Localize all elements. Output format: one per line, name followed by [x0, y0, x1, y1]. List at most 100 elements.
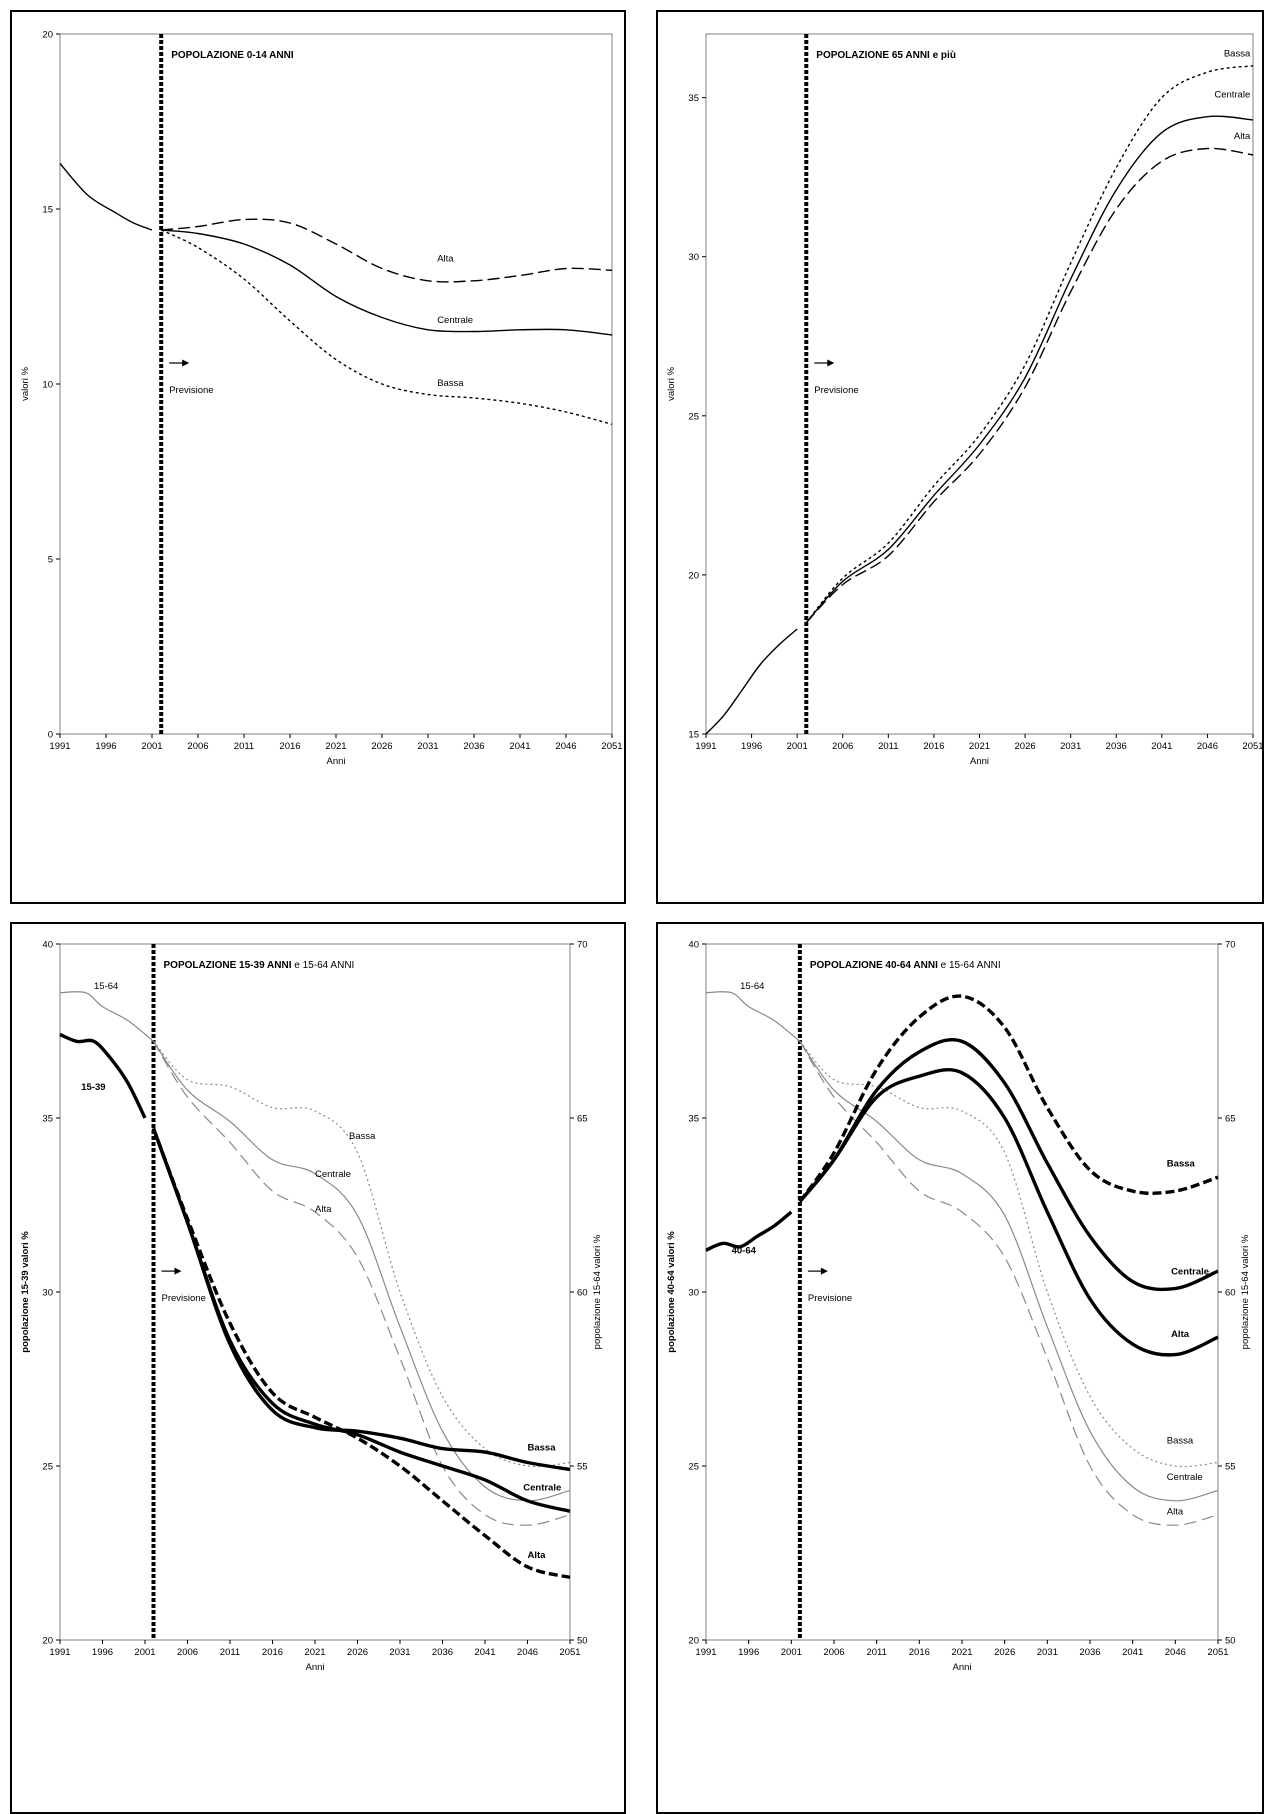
x-tick-label: 1991 — [49, 1647, 70, 1658]
series-label: 40-64 — [732, 1246, 757, 1257]
x-tick-label: 2026 — [347, 1647, 368, 1658]
x-tick-label: 2041 — [1122, 1647, 1143, 1658]
y-tick-label: 35 — [42, 1114, 53, 1125]
x-tick-label: 2031 — [389, 1647, 410, 1658]
x-tick-label: 1996 — [738, 1647, 759, 1658]
x-tick-label: 2046 — [555, 741, 576, 752]
y-tick-label: 30 — [688, 1288, 699, 1299]
x-tick-label: 2021 — [969, 741, 990, 752]
y-right-axis-label: popolazione 15-64 valori % — [592, 1234, 603, 1349]
plot-area — [705, 33, 1254, 735]
chart-title-main: POPOLAZIONE 65 ANNI e più — [816, 50, 956, 61]
y-tick-label: 15 — [42, 205, 53, 216]
y-axis-label: popolazione 15-39 valori % — [20, 1231, 31, 1353]
series-label: Bassa — [1167, 1159, 1196, 1170]
y-axis-label: valori % — [20, 367, 31, 401]
chart-15-39: 20 25 30 35 40 50 55 60 65 70 1991 1996 2001 2006 2011… — [20, 940, 603, 1674]
x-tick-label: 2041 — [509, 741, 530, 752]
series-line-alta — [161, 218, 613, 283]
x-tick-label: 2016 — [909, 1647, 930, 1658]
forecast-annotation: Previsione — [808, 1293, 852, 1304]
y-tick-label: 15 — [688, 730, 699, 741]
series-line-bassa — [798, 994, 1219, 1203]
y-right-tick-label: 65 — [577, 1114, 588, 1125]
series-label: Centrale — [1167, 1472, 1203, 1483]
series-label: Alta — [1167, 1507, 1184, 1518]
x-tick-label: 2051 — [1242, 741, 1262, 752]
y-right-tick-label: 70 — [577, 940, 588, 951]
chart-panel-0-14: 0 5 10 15 20 1991 1996 2001 2006 2011 2016 2021 2026… — [10, 10, 626, 904]
chart-title-suffix: e 15-64 ANNI — [938, 960, 1001, 971]
y-tick-label: 10 — [42, 380, 53, 391]
y-tick-label: 30 — [688, 252, 699, 263]
x-tick-label: 2011 — [866, 1647, 886, 1658]
x-axis-label: Anni — [326, 756, 345, 767]
chart-title-suffix: e 15-64 ANNI — [292, 960, 355, 971]
x-tick-label: 1996 — [741, 741, 762, 752]
series-line-alta — [799, 1041, 1219, 1526]
x-tick-label: 2006 — [832, 741, 853, 752]
chart-0-14: 0 5 10 15 20 1991 1996 2001 2006 2011 2016 2021 2026… — [20, 30, 623, 768]
plot-area — [59, 33, 613, 735]
chart-panel-15-39: 20 25 30 35 40 50 55 60 65 70 1991 1996 2001 2006 2011… — [10, 922, 626, 1814]
series-label: Alta — [437, 254, 454, 265]
y-right-axis-label: popolazione 15-64 valori % — [1240, 1234, 1251, 1349]
y-tick-label: 20 — [688, 570, 699, 581]
x-tick-label: 2016 — [279, 741, 300, 752]
x-tick-label: 2001 — [787, 741, 808, 752]
forecast-arrow-icon — [827, 359, 835, 367]
series-line-observed — [705, 628, 798, 735]
series-label: Bassa — [1167, 1435, 1194, 1446]
y-right-tick-label: 70 — [1225, 940, 1236, 951]
x-tick-label: 2046 — [517, 1647, 538, 1658]
x-tick-label: 2036 — [463, 741, 484, 752]
forecast-arrow-icon — [820, 1267, 828, 1275]
series-line-centrale — [799, 1041, 1219, 1502]
forecast-arrow-icon — [182, 359, 190, 367]
y-tick-label: 35 — [688, 93, 699, 104]
y-right-tick-label: 55 — [577, 1462, 588, 1473]
x-tick-label: 2006 — [823, 1647, 844, 1658]
series-line-centrale — [153, 1041, 571, 1502]
chart-title-main: POPOLAZIONE 0-14 ANNI — [171, 50, 294, 61]
series-line-centrale — [161, 229, 613, 336]
forecast-arrow-icon — [174, 1267, 182, 1275]
series-label: Centrale — [523, 1482, 561, 1493]
series-line-15-64 — [705, 991, 801, 1042]
series-line-centrale — [805, 115, 1254, 624]
x-tick-label: 2036 — [1079, 1647, 1100, 1658]
x-tick-label: 2001 — [134, 1647, 155, 1658]
x-tick-label: 2046 — [1165, 1647, 1186, 1658]
x-tick-label: 2041 — [1151, 741, 1172, 752]
series-line-40-64 — [705, 1210, 793, 1252]
x-tick-label: 1996 — [92, 1647, 113, 1658]
y-axis-label: popolazione 40-64 valori % — [666, 1231, 677, 1353]
x-tick-label: 1991 — [695, 741, 716, 752]
series-label: Alta — [1234, 131, 1251, 142]
y-tick-label: 40 — [42, 940, 53, 951]
forecast-annotation: Previsione — [169, 385, 213, 396]
series-line-bassa — [799, 1041, 1219, 1468]
chart-40-64: 20 25 30 35 40 50 55 60 65 70 1991 1996 2001 2006 2011… — [666, 940, 1251, 1674]
series-label: 15-64 — [740, 981, 764, 992]
forecast-annotation: Previsione — [162, 1293, 206, 1304]
y-tick-label: 20 — [688, 1636, 699, 1647]
series-label: Centrale — [437, 315, 473, 326]
series-label: Centrale — [1171, 1267, 1209, 1278]
x-axis-label: Anni — [952, 1662, 971, 1673]
forecast-annotation: Previsione — [814, 385, 858, 396]
x-tick-label: 1996 — [95, 741, 116, 752]
x-tick-label: 2036 — [432, 1647, 453, 1658]
x-tick-label: 2011 — [878, 741, 898, 752]
x-tick-label: 1991 — [49, 741, 70, 752]
x-tick-label: 2026 — [371, 741, 392, 752]
y-right-tick-label: 65 — [1225, 1114, 1236, 1125]
x-tick-label: 2011 — [234, 741, 254, 752]
plot-area — [59, 943, 571, 1641]
series-label: Bassa — [437, 378, 464, 389]
x-tick-label: 2036 — [1106, 741, 1127, 752]
x-tick-label: 2031 — [417, 741, 438, 752]
series-line-centrale — [151, 1127, 571, 1513]
x-tick-label: 2001 — [141, 741, 162, 752]
series-line-centrale — [798, 1038, 1219, 1292]
